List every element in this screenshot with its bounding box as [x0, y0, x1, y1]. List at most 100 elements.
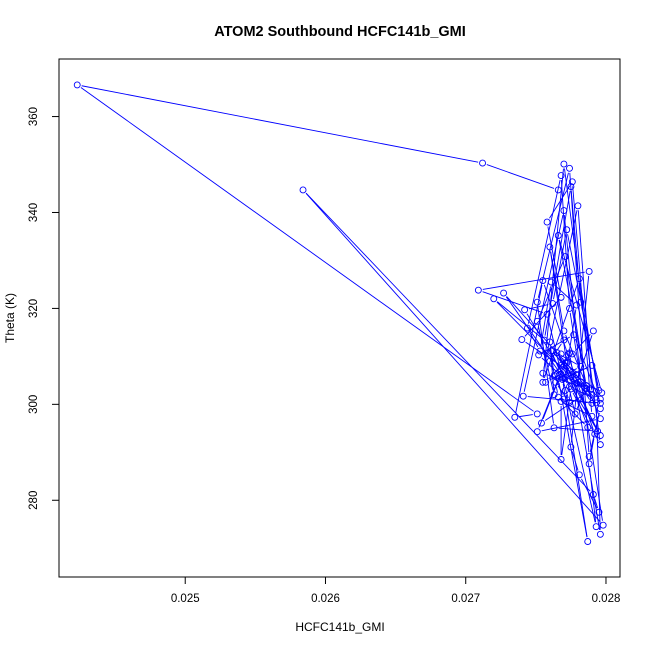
- plot-frame: [58, 58, 621, 578]
- x-tick-label: 0.026: [311, 593, 340, 605]
- series-segment: [593, 392, 598, 397]
- y-axis-label: Theta (K): [3, 293, 17, 343]
- data-point: [595, 508, 603, 516]
- data-point: [560, 327, 568, 335]
- series-segment: [541, 419, 597, 432]
- data-point: [594, 427, 602, 435]
- x-tick-label: 0.028: [592, 593, 621, 605]
- series-segment: [559, 239, 602, 389]
- data-point: [521, 306, 529, 314]
- series-segment: [574, 338, 600, 400]
- data-point: [523, 324, 531, 332]
- data-point: [539, 277, 547, 285]
- data-point: [542, 378, 550, 386]
- data-point: [596, 405, 604, 413]
- data-point: [577, 298, 585, 306]
- data-point: [596, 432, 604, 439]
- series-segment: [538, 358, 567, 428]
- data-point: [557, 350, 565, 358]
- data-point: [568, 368, 576, 376]
- data-point: [566, 304, 573, 312]
- data-point: [596, 415, 604, 423]
- data-point: [540, 336, 548, 344]
- y-tick-label: 340: [28, 203, 40, 222]
- series-segment: [482, 291, 543, 314]
- data-point: [560, 160, 568, 168]
- data-point: [536, 347, 544, 355]
- data-point: [570, 331, 578, 339]
- series-segment: [561, 400, 585, 425]
- data-point: [538, 419, 545, 427]
- series-segment: [555, 386, 558, 393]
- data-point: [598, 389, 606, 397]
- data-point: [566, 164, 573, 172]
- data-point: [568, 350, 576, 358]
- data-point: [596, 399, 604, 407]
- data-point: [566, 349, 573, 357]
- data-point: [588, 390, 596, 398]
- series-segment: [562, 383, 588, 538]
- x-tick-label: 0.025: [171, 593, 200, 605]
- series-segment: [305, 192, 601, 523]
- y-tick-label: 300: [28, 395, 40, 414]
- series-segment: [305, 192, 591, 492]
- series-segment: [537, 306, 554, 424]
- data-point: [596, 395, 604, 403]
- series-segment: [548, 368, 559, 380]
- data-point: [592, 396, 600, 403]
- data-point: [585, 453, 593, 461]
- series-segment: [558, 382, 588, 538]
- data-point: [539, 378, 547, 386]
- series-segment: [519, 414, 533, 418]
- series-segment: [537, 172, 569, 298]
- series-segment: [581, 478, 598, 509]
- series-segment: [562, 358, 587, 424]
- data-point: [557, 172, 565, 180]
- series-segment: [80, 87, 534, 412]
- data-point: [566, 398, 573, 406]
- series-segment: [515, 284, 543, 413]
- series-segment: [496, 301, 542, 338]
- y-tick-label: 280: [28, 491, 40, 510]
- series-segment: [560, 180, 570, 304]
- data-point: [474, 286, 482, 294]
- y-tick-label: 360: [28, 107, 40, 126]
- series-segment: [563, 214, 581, 378]
- series-segment: [550, 251, 564, 327]
- data-point: [588, 362, 596, 369]
- data-point: [547, 278, 555, 286]
- data-point: [584, 423, 592, 431]
- x-tick-label: 0.027: [451, 593, 480, 605]
- data-point: [592, 399, 600, 407]
- data-point: [543, 218, 551, 226]
- data-point: [518, 336, 526, 344]
- series-segment: [566, 366, 597, 428]
- series-segment: [558, 239, 586, 382]
- data-point: [588, 399, 596, 407]
- data-point: [554, 232, 562, 239]
- series-segment: [549, 185, 571, 219]
- series-segment: [486, 164, 555, 189]
- data-point: [549, 300, 557, 308]
- data-point: [554, 186, 562, 194]
- data-point: [564, 351, 572, 358]
- data-point: [479, 159, 486, 167]
- data-point: [546, 357, 554, 365]
- series-segment: [589, 438, 595, 460]
- series-segment: [556, 352, 578, 365]
- series-segment: [505, 296, 568, 384]
- data-point: [533, 298, 541, 306]
- data-point: [567, 443, 575, 451]
- data-point: [563, 359, 571, 367]
- data-point: [577, 378, 585, 386]
- chart-title: ATOM2 Southbound HCFC141b_GMI: [214, 24, 466, 40]
- data-point: [557, 456, 565, 463]
- data-point: [490, 295, 498, 303]
- data-point: [533, 317, 541, 325]
- data-point: [589, 491, 597, 498]
- data-point: [574, 202, 582, 210]
- data-point: [547, 347, 555, 355]
- data-point: [588, 412, 596, 420]
- data-point: [511, 413, 519, 421]
